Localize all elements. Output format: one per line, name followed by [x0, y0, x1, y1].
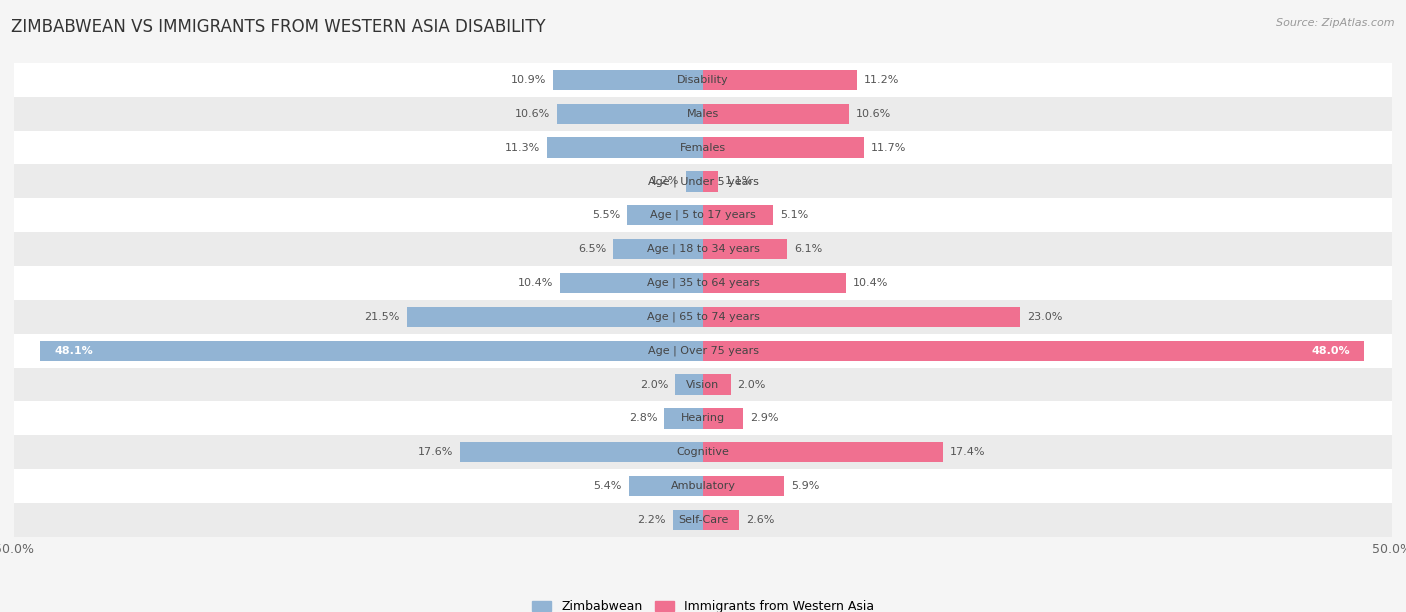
Text: 1.2%: 1.2%: [651, 176, 679, 187]
Bar: [14, 97, 1392, 130]
Text: 11.7%: 11.7%: [872, 143, 907, 152]
Text: 11.3%: 11.3%: [505, 143, 540, 152]
Text: Age | Under 5 years: Age | Under 5 years: [648, 176, 758, 187]
Bar: [553, 70, 703, 90]
Text: 6.1%: 6.1%: [794, 244, 823, 254]
Text: 5.9%: 5.9%: [792, 481, 820, 491]
Bar: [14, 165, 1392, 198]
Bar: [461, 442, 703, 463]
Text: ZIMBABWEAN VS IMMIGRANTS FROM WESTERN ASIA DISABILITY: ZIMBABWEAN VS IMMIGRANTS FROM WESTERN AS…: [11, 18, 546, 36]
Text: Cognitive: Cognitive: [676, 447, 730, 457]
Bar: [14, 469, 1392, 503]
Bar: [557, 103, 703, 124]
Bar: [703, 70, 858, 90]
Text: 1.1%: 1.1%: [725, 176, 754, 187]
Text: 17.4%: 17.4%: [949, 447, 986, 457]
Text: 23.0%: 23.0%: [1026, 312, 1062, 322]
Bar: [14, 503, 1392, 537]
Bar: [14, 334, 1392, 368]
Text: 10.9%: 10.9%: [510, 75, 546, 85]
Text: Age | 35 to 64 years: Age | 35 to 64 years: [647, 278, 759, 288]
Bar: [686, 171, 703, 192]
Bar: [703, 103, 849, 124]
Text: Self-Care: Self-Care: [678, 515, 728, 525]
Text: Age | 18 to 34 years: Age | 18 to 34 years: [647, 244, 759, 255]
Bar: [703, 442, 943, 463]
Bar: [703, 307, 1019, 327]
Bar: [665, 408, 703, 428]
Text: 2.0%: 2.0%: [738, 379, 766, 389]
Text: 17.6%: 17.6%: [418, 447, 454, 457]
Text: Disability: Disability: [678, 75, 728, 85]
Text: Ambulatory: Ambulatory: [671, 481, 735, 491]
Text: 48.1%: 48.1%: [53, 346, 93, 356]
Text: 10.6%: 10.6%: [856, 109, 891, 119]
Bar: [703, 239, 787, 259]
Bar: [14, 368, 1392, 401]
Text: 10.6%: 10.6%: [515, 109, 550, 119]
Bar: [703, 205, 773, 225]
Bar: [703, 273, 846, 293]
Bar: [703, 340, 1364, 361]
Bar: [703, 171, 718, 192]
Text: Age | 5 to 17 years: Age | 5 to 17 years: [650, 210, 756, 220]
Bar: [703, 408, 742, 428]
Text: 11.2%: 11.2%: [865, 75, 900, 85]
Bar: [560, 273, 703, 293]
Bar: [703, 476, 785, 496]
Bar: [703, 510, 738, 530]
Bar: [14, 300, 1392, 334]
Bar: [14, 401, 1392, 435]
Bar: [14, 435, 1392, 469]
Text: 5.4%: 5.4%: [593, 481, 621, 491]
Text: 21.5%: 21.5%: [364, 312, 399, 322]
Text: 6.5%: 6.5%: [578, 244, 606, 254]
Text: 2.0%: 2.0%: [640, 379, 669, 389]
Text: 2.8%: 2.8%: [628, 413, 658, 424]
Text: Females: Females: [681, 143, 725, 152]
Bar: [613, 239, 703, 259]
Text: 2.6%: 2.6%: [745, 515, 775, 525]
Bar: [675, 375, 703, 395]
Bar: [41, 340, 703, 361]
Text: 5.5%: 5.5%: [592, 211, 620, 220]
Bar: [547, 137, 703, 158]
Text: 2.2%: 2.2%: [637, 515, 666, 525]
Bar: [14, 198, 1392, 232]
Bar: [703, 137, 865, 158]
Bar: [406, 307, 703, 327]
Bar: [14, 266, 1392, 300]
Text: Age | 65 to 74 years: Age | 65 to 74 years: [647, 312, 759, 322]
Bar: [628, 476, 703, 496]
Bar: [14, 63, 1392, 97]
Bar: [627, 205, 703, 225]
Text: 10.4%: 10.4%: [517, 278, 553, 288]
Text: Age | Over 75 years: Age | Over 75 years: [648, 345, 758, 356]
Text: 2.9%: 2.9%: [749, 413, 779, 424]
Text: Males: Males: [688, 109, 718, 119]
Text: 5.1%: 5.1%: [780, 211, 808, 220]
Legend: Zimbabwean, Immigrants from Western Asia: Zimbabwean, Immigrants from Western Asia: [527, 595, 879, 612]
Text: 48.0%: 48.0%: [1312, 346, 1351, 356]
Text: Source: ZipAtlas.com: Source: ZipAtlas.com: [1277, 18, 1395, 28]
Text: Hearing: Hearing: [681, 413, 725, 424]
Bar: [703, 375, 731, 395]
Bar: [14, 130, 1392, 165]
Bar: [14, 232, 1392, 266]
Bar: [672, 510, 703, 530]
Text: Vision: Vision: [686, 379, 720, 389]
Text: 10.4%: 10.4%: [853, 278, 889, 288]
